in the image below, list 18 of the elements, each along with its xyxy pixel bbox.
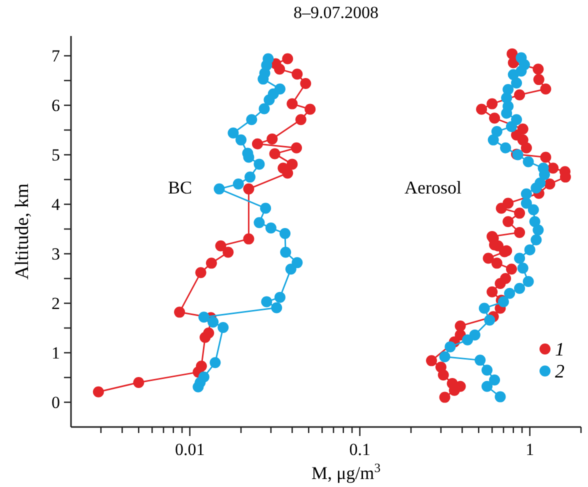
y-tick-label: 5 — [52, 146, 60, 165]
y-tick-label: 6 — [52, 96, 60, 116]
y-tick-label: 4 — [52, 195, 60, 214]
annotation: Aerosol — [404, 177, 462, 198]
y-axis-title: Altitude, km — [12, 183, 33, 280]
y-tick-label: 3 — [52, 244, 60, 264]
annotation: BC — [168, 177, 192, 198]
legend-label: 1 — [555, 340, 564, 361]
y-tick-label: 2 — [52, 294, 60, 314]
chart-title: 8–9.07.2008 — [294, 3, 378, 22]
y-tick-label: 1 — [52, 344, 60, 363]
legend-label: 2 — [555, 362, 565, 383]
x-axis-title: M, μg/m$^{3}$ — [312, 461, 380, 483]
x-tick-label: 1 — [526, 440, 534, 459]
y-tick-label: 7 — [52, 46, 60, 66]
x-tick-label: 0.01 — [174, 440, 205, 459]
y-tick-label: 0 — [52, 393, 60, 412]
x-tick-label: 0.1 — [349, 440, 370, 459]
